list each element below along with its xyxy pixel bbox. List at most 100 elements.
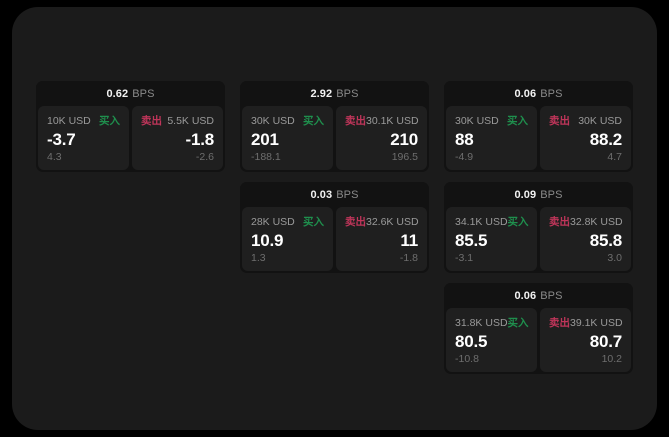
sell-size-label: 32.8K USD xyxy=(570,215,623,228)
buy-panel[interactable]: 34.1K USD 买入 85.5 -3.1 xyxy=(446,207,537,271)
sell-panel-header: 卖出 5.5K USD xyxy=(141,114,214,128)
sell-panel-header: 卖出 32.8K USD xyxy=(549,215,623,229)
buy-delta: -4.9 xyxy=(455,151,474,163)
buy-price: 85.5 xyxy=(455,231,488,250)
buy-delta: -10.8 xyxy=(455,353,479,365)
sell-action-label[interactable]: 卖出 xyxy=(549,216,570,228)
buy-action-label[interactable]: 买入 xyxy=(507,317,529,329)
card-header: 0.06 BPS xyxy=(444,81,633,106)
buy-delta: 1.3 xyxy=(251,252,266,264)
bps-value: 0.06 xyxy=(514,87,537,100)
card-header: 0.03 BPS xyxy=(240,182,429,207)
spread-card[interactable]: 2.92 BPS 30K USD 买入 201 -188.1 卖出 30.1K USD 210 1… xyxy=(240,81,429,172)
sell-delta: -2.6 xyxy=(195,151,214,163)
buy-panel-header: 30K USD 买入 xyxy=(251,114,324,128)
buy-action-label[interactable]: 买入 xyxy=(99,115,120,127)
card-body: 30K USD 买入 201 -188.1 卖出 30.1K USD 210 196.5 xyxy=(240,106,429,172)
sell-action-label[interactable]: 卖出 xyxy=(345,115,366,127)
sell-panel[interactable]: 卖出 30.1K USD 210 196.5 xyxy=(336,106,427,170)
buy-size-label: 31.8K USD xyxy=(455,316,508,329)
buy-price: -3.7 xyxy=(47,130,76,149)
sell-size-label: 5.5K USD xyxy=(167,114,214,127)
sell-size-label: 32.6K USD xyxy=(366,215,419,228)
bps-unit-label: BPS xyxy=(540,289,563,302)
spread-card[interactable]: 0.62 BPS 10K USD 买入 -3.7 4.3 卖出 5.5K USD -1.8 -2.… xyxy=(36,81,225,172)
buy-size-label: 10K USD xyxy=(47,114,91,127)
buy-price: 80.5 xyxy=(455,332,488,351)
sell-price: -1.8 xyxy=(185,130,215,149)
bps-value: 0.09 xyxy=(514,188,537,201)
bps-unit-label: BPS xyxy=(336,87,359,100)
spread-card[interactable]: 0.03 BPS 28K USD 买入 10.9 1.3 卖出 32.6K USD 11 -1.8 xyxy=(240,182,429,273)
buy-panel[interactable]: 31.8K USD 买入 80.5 -10.8 xyxy=(446,308,537,372)
buy-panel-header: 30K USD 买入 xyxy=(455,114,528,128)
spread-card[interactable]: 0.09 BPS 34.1K USD 买入 85.5 -3.1 卖出 32.8K USD 85.… xyxy=(444,182,633,273)
card-header: 2.92 BPS xyxy=(240,81,429,106)
buy-panel-header: 34.1K USD 买入 xyxy=(455,215,529,229)
buy-panel-header: 10K USD 买入 xyxy=(47,114,120,128)
card-body: 28K USD 买入 10.9 1.3 卖出 32.6K USD 11 -1.8 xyxy=(240,207,429,273)
buy-panel-header: 28K USD 买入 xyxy=(251,215,324,229)
spread-column: 2.92 BPS 30K USD 买入 201 -188.1 卖出 30.1K USD 210 1… xyxy=(240,81,429,273)
buy-panel[interactable]: 30K USD 买入 201 -188.1 xyxy=(242,106,333,170)
sell-price: 80.7 xyxy=(589,332,622,351)
buy-size-label: 30K USD xyxy=(251,114,295,127)
sell-panel-header: 卖出 32.6K USD xyxy=(345,215,419,229)
buy-action-label[interactable]: 买入 xyxy=(303,115,324,127)
spread-card-board: 0.62 BPS 10K USD 买入 -3.7 4.3 卖出 5.5K USD -1.8 -2.… xyxy=(36,81,633,374)
sell-price: 85.8 xyxy=(589,231,622,250)
bps-value: 0.62 xyxy=(106,87,129,100)
sell-action-label[interactable]: 卖出 xyxy=(549,115,570,127)
buy-price: 88 xyxy=(455,130,474,149)
buy-action-label[interactable]: 买入 xyxy=(303,216,324,228)
sell-panel-header: 卖出 30.1K USD xyxy=(345,114,419,128)
spread-card[interactable]: 0.06 BPS 30K USD 买入 88 -4.9 卖出 30K USD 88.2 4.7 xyxy=(444,81,633,172)
sell-delta: 10.2 xyxy=(601,353,622,365)
card-header: 0.62 BPS xyxy=(36,81,225,106)
sell-panel[interactable]: 卖出 30K USD 88.2 4.7 xyxy=(540,106,631,170)
spread-column: 0.06 BPS 30K USD 买入 88 -4.9 卖出 30K USD 88.2 4.7 0.… xyxy=(444,81,633,374)
sell-panel[interactable]: 卖出 32.8K USD 85.8 3.0 xyxy=(540,207,631,271)
card-body: 34.1K USD 买入 85.5 -3.1 卖出 32.8K USD 85.8 3.0 xyxy=(444,207,633,273)
buy-delta: 4.3 xyxy=(47,151,62,163)
buy-delta: -3.1 xyxy=(455,252,474,264)
buy-action-label[interactable]: 买入 xyxy=(507,115,528,127)
buy-panel[interactable]: 30K USD 买入 88 -4.9 xyxy=(446,106,537,170)
sell-size-label: 30.1K USD xyxy=(366,114,419,127)
buy-action-label[interactable]: 买入 xyxy=(507,216,529,228)
buy-size-label: 34.1K USD xyxy=(455,215,508,228)
sell-price: 11 xyxy=(400,231,418,250)
sell-panel[interactable]: 卖出 32.6K USD 11 -1.8 xyxy=(336,207,427,271)
bps-value: 2.92 xyxy=(310,87,333,100)
sell-action-label[interactable]: 卖出 xyxy=(549,317,570,329)
sell-panel[interactable]: 卖出 39.1K USD 80.7 10.2 xyxy=(540,308,631,372)
card-header: 0.06 BPS xyxy=(444,283,633,308)
buy-panel[interactable]: 28K USD 买入 10.9 1.3 xyxy=(242,207,333,271)
buy-panel[interactable]: 10K USD 买入 -3.7 4.3 xyxy=(38,106,129,170)
card-body: 31.8K USD 买入 80.5 -10.8 卖出 39.1K USD 80.7 10.2 xyxy=(444,308,633,374)
bps-unit-label: BPS xyxy=(540,188,563,201)
bps-unit-label: BPS xyxy=(540,87,563,100)
card-body: 30K USD 买入 88 -4.9 卖出 30K USD 88.2 4.7 xyxy=(444,106,633,172)
sell-price: 210 xyxy=(390,130,418,149)
sell-action-label[interactable]: 卖出 xyxy=(141,115,162,127)
sell-delta: 196.5 xyxy=(391,151,418,163)
sell-delta: 3.0 xyxy=(607,252,622,264)
sell-size-label: 39.1K USD xyxy=(570,316,623,329)
buy-size-label: 30K USD xyxy=(455,114,499,127)
card-body: 10K USD 买入 -3.7 4.3 卖出 5.5K USD -1.8 -2.6 xyxy=(36,106,225,172)
sell-panel[interactable]: 卖出 5.5K USD -1.8 -2.6 xyxy=(132,106,223,170)
sell-action-label[interactable]: 卖出 xyxy=(345,216,366,228)
buy-panel-header: 31.8K USD 买入 xyxy=(455,316,529,330)
buy-price: 10.9 xyxy=(251,231,284,250)
buy-delta: -188.1 xyxy=(251,151,281,163)
bps-unit-label: BPS xyxy=(336,188,359,201)
spread-card[interactable]: 0.06 BPS 31.8K USD 买入 80.5 -10.8 卖出 39.1K USD 80… xyxy=(444,283,633,374)
bps-value: 0.03 xyxy=(310,188,333,201)
sell-price: 88.2 xyxy=(589,130,622,149)
card-header: 0.09 BPS xyxy=(444,182,633,207)
sell-delta: -1.8 xyxy=(399,252,418,264)
sell-size-label: 30K USD xyxy=(578,114,622,127)
sell-panel-header: 卖出 30K USD xyxy=(549,114,622,128)
